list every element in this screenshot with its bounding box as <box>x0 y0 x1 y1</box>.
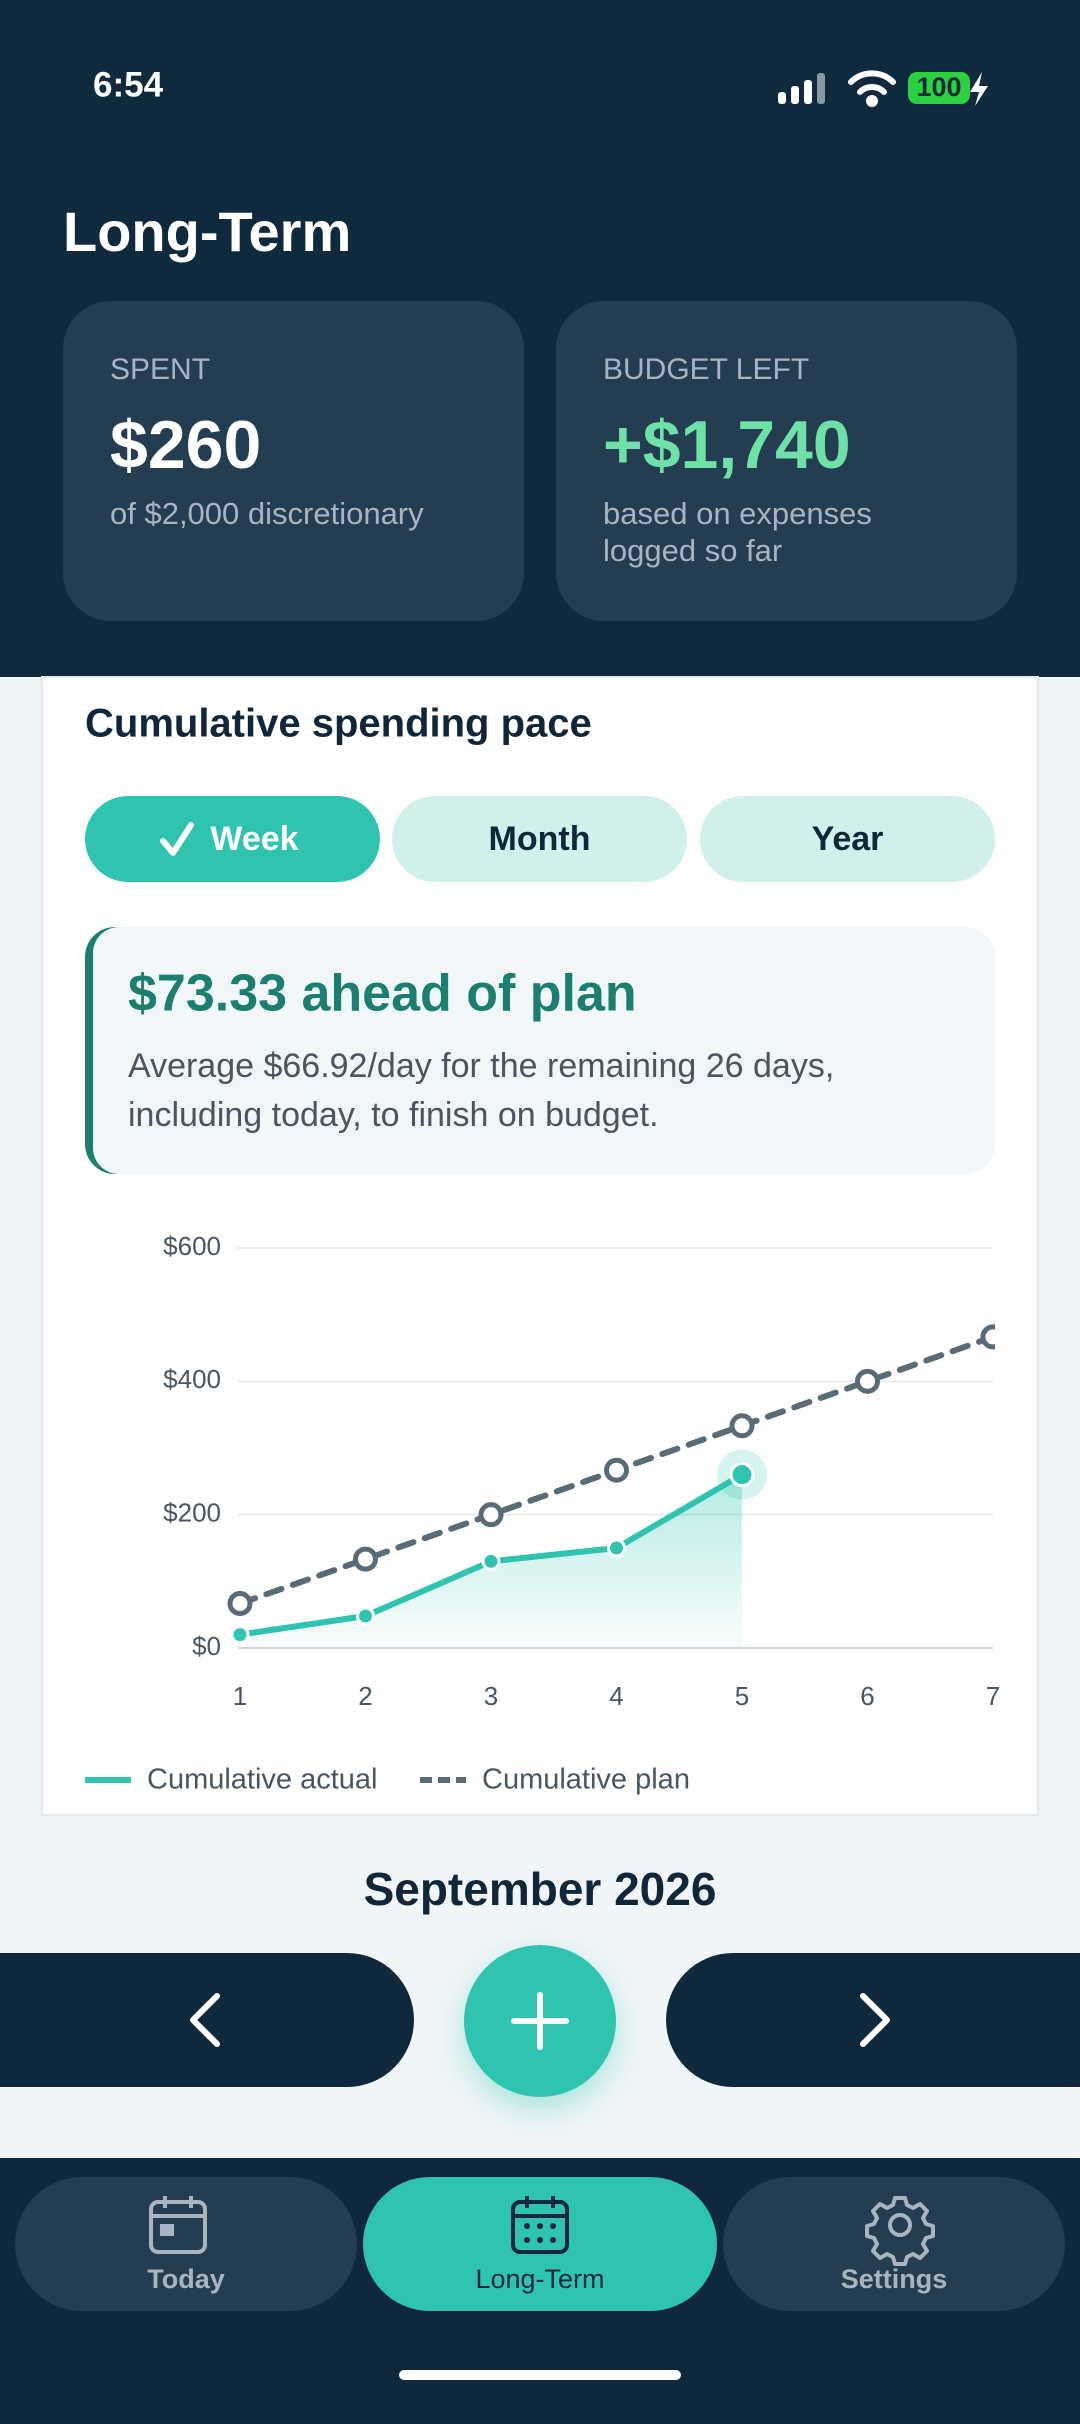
card-caption: of $2,000 discretionary <box>110 496 424 531</box>
point <box>230 1625 250 1645</box>
y-tick-label: $200 <box>163 1498 221 1528</box>
y-tick-label: $0 <box>192 1631 221 1661</box>
pace-body: including today, to finish on budget. <box>128 1096 659 1134</box>
period-tab[interactable] <box>85 796 380 882</box>
signal-icon <box>778 73 825 104</box>
point <box>353 1546 378 1572</box>
legend-label: Cumulative plan <box>482 1764 690 1796</box>
point <box>729 1413 755 1439</box>
period-tab[interactable] <box>392 796 687 882</box>
point <box>607 1538 626 1558</box>
status-time: 6:54 <box>93 65 164 104</box>
pace-body: Average $66.92/day for the remaining 26 … <box>128 1047 834 1085</box>
point <box>356 1606 375 1626</box>
spent-card <box>63 301 524 621</box>
y-tick-label: $400 <box>163 1364 221 1394</box>
tab-label: Settings <box>841 2264 948 2294</box>
card-label: SPENT <box>110 353 210 386</box>
card-caption: based on expenses <box>603 496 872 531</box>
page-title: Long-Term <box>63 200 351 263</box>
battery-level: 100 <box>916 72 961 102</box>
month-label: September 2026 <box>364 1863 717 1915</box>
card-value: +$1,740 <box>603 407 851 483</box>
add-icon <box>511 1992 569 2050</box>
x-tick-label: 6 <box>860 1681 874 1711</box>
point <box>729 1462 755 1488</box>
point <box>227 1591 253 1617</box>
period-tab-label: Year <box>812 820 884 858</box>
x-tick-label: 5 <box>735 1681 749 1711</box>
y-tick-label: $600 <box>163 1231 221 1261</box>
point <box>604 1457 629 1483</box>
settings-icon <box>865 2196 935 2266</box>
point <box>481 1551 501 1571</box>
chart: $0 $200 $400 $600 1 2 3 4 5 6 7 Cumulative actual Cu… <box>85 1231 1000 1796</box>
point <box>980 1324 995 1350</box>
pace-heading: $73.33 ahead of plan <box>128 965 637 1023</box>
card-label: BUDGET LEFT <box>603 353 809 386</box>
tab-list: Today Long-Term Settings <box>15 2177 1065 2311</box>
long-term-icon <box>511 2196 569 2254</box>
pace-box <box>85 927 995 1174</box>
point <box>478 1502 504 1528</box>
x-tick-label: 3 <box>484 1681 498 1711</box>
tab[interactable] <box>363 2177 717 2311</box>
next-button[interactable] <box>666 1953 1080 2087</box>
battery-icon <box>908 72 970 104</box>
tab[interactable] <box>723 2177 1065 2311</box>
plot-area <box>227 1324 995 1648</box>
tab-label: Today <box>147 2264 225 2294</box>
prev-icon <box>190 1993 220 2047</box>
point <box>855 1368 880 1394</box>
check-icon <box>160 822 194 856</box>
home-indicator <box>399 2370 681 2380</box>
period-tab-label: Week <box>210 820 298 858</box>
budget-card <box>556 301 1017 621</box>
period-tab[interactable] <box>700 796 995 882</box>
wifi-icon <box>848 70 896 107</box>
charging-icon <box>970 72 988 106</box>
next-icon <box>860 1993 890 2047</box>
tab-label: Long-Term <box>475 2264 604 2294</box>
today-icon <box>149 2196 207 2254</box>
x-tick-label: 4 <box>609 1681 623 1711</box>
card-value: $260 <box>110 407 261 483</box>
chart-title: Cumulative spending pace <box>85 702 592 746</box>
x-tick-label: 2 <box>358 1681 372 1711</box>
tab[interactable] <box>15 2177 357 2311</box>
x-tick-label: 1 <box>233 1681 247 1711</box>
x-tick-label: 7 <box>986 1681 1000 1711</box>
pace-accent <box>85 927 119 1174</box>
card-caption: logged so far <box>603 533 782 568</box>
area <box>240 1474 742 1648</box>
legend-label: Cumulative actual <box>147 1764 378 1796</box>
period-tab-label: Month <box>489 820 591 858</box>
prev-button[interactable] <box>0 1953 414 2087</box>
period-tabs: Week Month Year <box>85 796 995 882</box>
